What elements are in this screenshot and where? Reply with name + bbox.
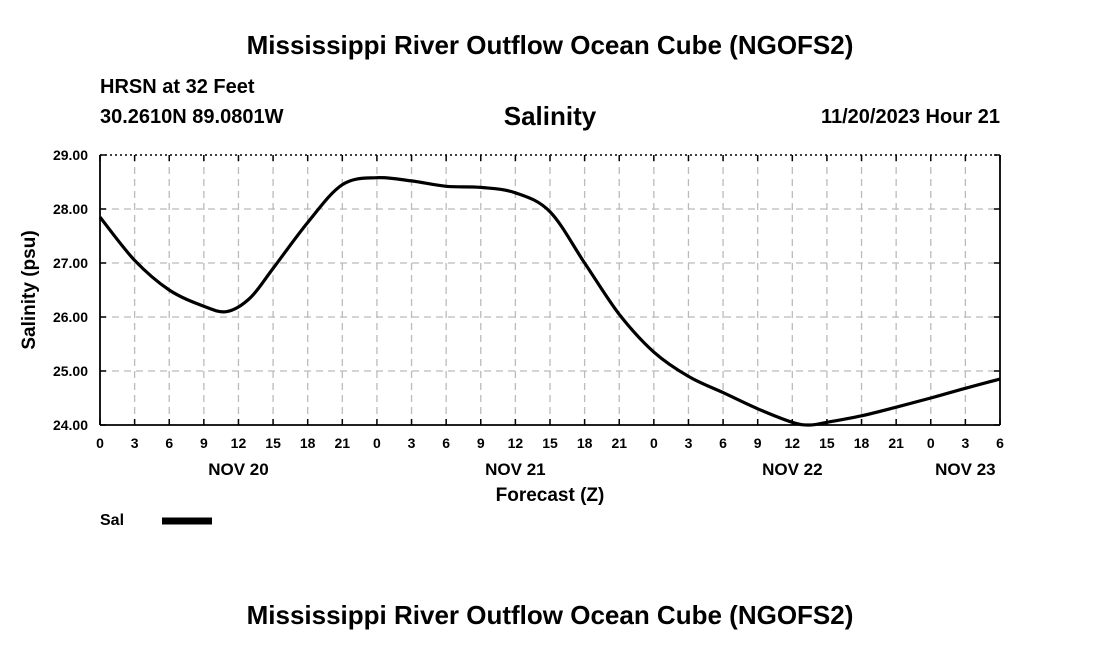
x-tick-label: 21 — [888, 435, 904, 451]
forecast-timestamp: 11/20/2023 Hour 21 — [820, 106, 1000, 128]
x-tick-label: 0 — [927, 435, 935, 451]
y-tick-label: 29.00 — [53, 147, 88, 163]
date-label: NOV 21 — [485, 460, 545, 479]
series-layer — [98, 176, 1001, 427]
salinity-chart: 0 3 6 9 12 15 18 21 0 3 6 9 12 15 18 21 0 3 6 9 12 15 18 21 0 3 6 2… — [19, 147, 1004, 529]
x-tick-label: 3 — [131, 435, 139, 451]
chart-axes — [99, 154, 1001, 426]
x-tick-label: 12 — [508, 435, 524, 451]
grid-lines — [100, 155, 1000, 425]
footer-title: Mississippi River Outflow Ocean Cube (NG… — [246, 600, 854, 630]
x-tick-label: 0 — [373, 435, 381, 451]
x-tick-label: 3 — [961, 435, 969, 451]
x-tick-label: 18 — [300, 435, 316, 451]
x-tick-label: 6 — [996, 435, 1004, 451]
x-tick-label: 18 — [577, 435, 593, 451]
station-coordinates: 30.2610N 89.0801W — [100, 106, 284, 128]
x-tick-label: 0 — [650, 435, 658, 451]
y-tick-label: 27.00 — [53, 255, 88, 271]
x-tick-label: 9 — [200, 435, 208, 451]
x-tick-label: 6 — [165, 435, 173, 451]
x-tick-label: 12 — [785, 435, 801, 451]
x-axis-title: Forecast (Z) — [496, 485, 605, 506]
x-tick-label: 6 — [442, 435, 450, 451]
date-label: NOV 20 — [208, 460, 268, 479]
x-tick-label: 12 — [231, 435, 247, 451]
x-tick-label: 15 — [542, 435, 558, 451]
y-axis-title: Salinity (psu) — [19, 230, 40, 349]
date-label: NOV 22 — [762, 460, 822, 479]
y-tick-label: 28.00 — [53, 201, 88, 217]
station-label: HRSN at 32 Feet — [100, 76, 255, 98]
series-line-sal — [98, 176, 1001, 427]
x-tick-label: 18 — [854, 435, 870, 451]
y-tick-label: 24.00 — [53, 417, 88, 433]
x-tick-label: 3 — [408, 435, 416, 451]
x-tick-label: 6 — [719, 435, 727, 451]
x-tick-label: 21 — [335, 435, 351, 451]
legend-label: Sal — [100, 512, 124, 529]
date-label: NOV 23 — [935, 460, 995, 479]
axis-labels: 0 3 6 9 12 15 18 21 0 3 6 9 12 15 18 21 0 3 6 9 12 15 18 21 0 3 6 2… — [19, 147, 1004, 506]
page-title: Mississippi River Outflow Ocean Cube (NG… — [246, 30, 854, 60]
x-tick-label: 3 — [685, 435, 693, 451]
x-tick-label: 9 — [754, 435, 762, 451]
y-tick-label: 25.00 — [53, 363, 88, 379]
x-tick-label: 15 — [265, 435, 281, 451]
chart-title: Salinity — [503, 101, 597, 131]
y-tick-label: 26.00 — [53, 309, 88, 325]
x-tick-label: 15 — [819, 435, 835, 451]
x-tick-label: 9 — [477, 435, 485, 451]
x-tick-label: 21 — [611, 435, 627, 451]
x-tick-label: 0 — [96, 435, 104, 451]
legend: Sal — [100, 512, 212, 529]
